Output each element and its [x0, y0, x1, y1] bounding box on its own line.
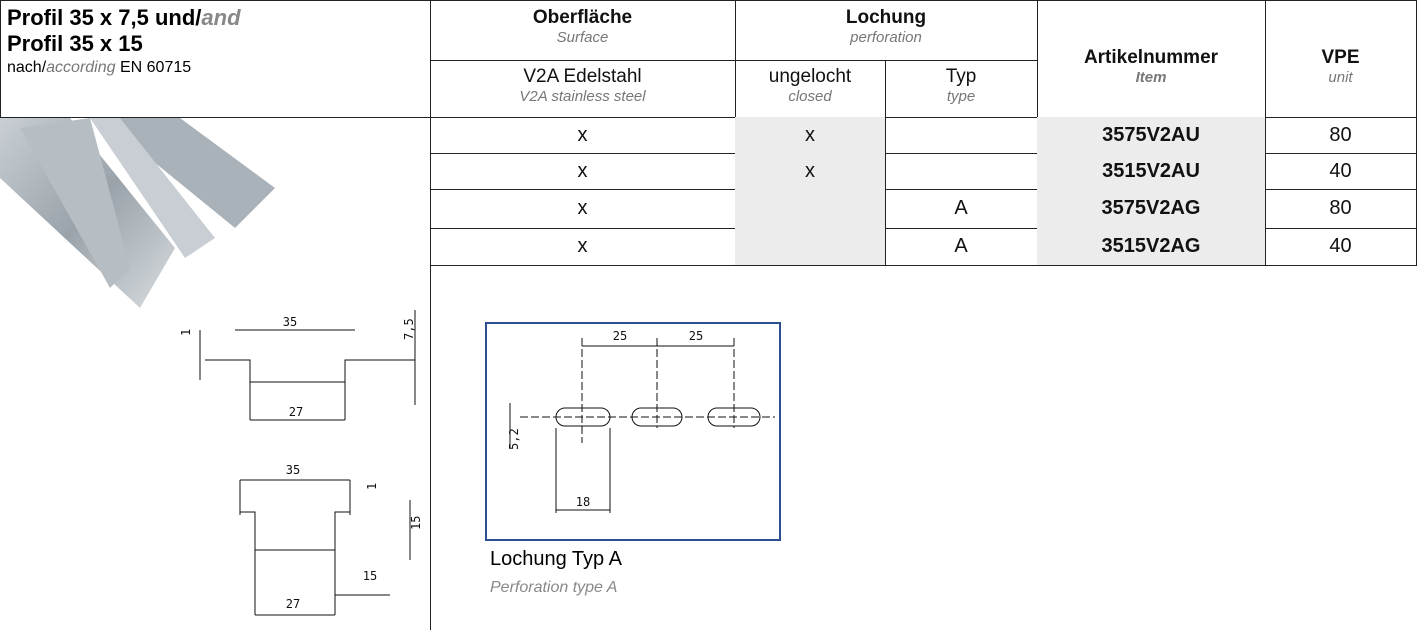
title-en: and	[201, 5, 241, 30]
dimension: 27	[286, 597, 300, 611]
table-cell: x	[430, 228, 736, 266]
header-de: V2A Edelstahl	[523, 66, 642, 87]
caption: Lochung Typ A	[490, 548, 622, 570]
standard-prefix: nach/	[7, 59, 47, 76]
profile-a: 35 27 1 7,5	[179, 310, 416, 421]
rule	[430, 0, 1417, 1]
standard-en: according	[46, 59, 116, 76]
drawings-left: 35 27 1 7,5 35 27 15 1 15	[0, 118, 423, 616]
header-en: unit	[1328, 69, 1353, 86]
title-line: Profil 35 x 15	[7, 31, 143, 56]
table-cell: 3515V2AU	[1037, 153, 1266, 190]
dimension: 27	[289, 405, 303, 419]
dimension: 1	[365, 483, 379, 490]
header-de: ungelocht	[768, 66, 852, 87]
header-cell: Oberfläche Surface	[430, 1, 736, 61]
table-cell	[885, 153, 1038, 190]
perforation-lines	[509, 338, 775, 513]
table-cell: 40	[1265, 153, 1417, 190]
rail-photo	[0, 118, 275, 308]
table-cell	[735, 228, 886, 266]
title: Profil 35 x 7,5 und/and	[7, 5, 424, 31]
table-cell: 80	[1265, 189, 1417, 229]
title-cell: Profil 35 x 7,5 und/and Profil 35 x 15 n…	[0, 0, 431, 118]
dimension: 15	[363, 569, 377, 583]
table-cell: 80	[1265, 117, 1417, 154]
rule	[430, 117, 431, 630]
dimension: 7,5	[402, 318, 416, 340]
table-cell: x	[735, 153, 886, 190]
header-en: closed	[788, 88, 832, 105]
dimension: 1	[179, 329, 193, 336]
header-de: Lochung	[845, 7, 927, 28]
header-en: V2A stainless steel	[519, 88, 646, 105]
table-cell: x	[430, 153, 736, 190]
dimension: 25	[613, 329, 627, 343]
dimension: 5,2	[507, 428, 521, 450]
frame	[485, 322, 781, 541]
header-en: type	[946, 88, 976, 105]
dimension: 18	[576, 495, 590, 509]
table-cell: A	[885, 228, 1038, 266]
table-cell: x	[735, 117, 886, 154]
dimension: 25	[689, 329, 703, 343]
header-cell: Typ type	[885, 60, 1038, 118]
header-de: Oberfläche	[532, 7, 633, 28]
profile-b: 35 27 15 1 15	[239, 463, 423, 616]
table-cell: 3575V2AU	[1037, 117, 1266, 154]
table-cell: 3575V2AG	[1037, 189, 1266, 229]
title-line: Profil 35 x 7,5 und/	[7, 5, 202, 30]
standard-text: EN 60715	[119, 59, 192, 76]
caption-en: Perforation type A	[490, 579, 618, 596]
table-cell: x	[430, 189, 736, 229]
header-en: Item	[1135, 69, 1167, 86]
standard: nach/according EN 60715	[7, 57, 424, 79]
table-cell: x	[430, 117, 736, 154]
header-cell: VPE unit	[1265, 1, 1417, 118]
header-cell: V2A Edelstahl V2A stainless steel	[430, 60, 736, 118]
header-en: perforation	[850, 29, 922, 46]
dimension: 15	[409, 516, 423, 530]
table-cell	[885, 117, 1038, 154]
header-cell: ungelocht closed	[735, 60, 886, 118]
dimension: 35	[283, 315, 297, 329]
header-cell: Lochung perforation	[735, 1, 1038, 61]
table-cell: 3515V2AG	[1037, 228, 1266, 266]
header-de: VPE	[1321, 47, 1360, 68]
header-en: Surface	[556, 29, 609, 46]
header-cell: Artikelnummer Item	[1037, 1, 1266, 118]
table-cell: 40	[1265, 228, 1417, 266]
table-cell: A	[885, 189, 1038, 229]
header-de: Typ	[945, 66, 977, 87]
perforation-drawing: 25 25 18 5,2	[485, 322, 781, 541]
header-de: Artikelnummer	[1083, 47, 1219, 68]
table-cell	[735, 189, 886, 229]
dimension: 35	[286, 463, 300, 477]
